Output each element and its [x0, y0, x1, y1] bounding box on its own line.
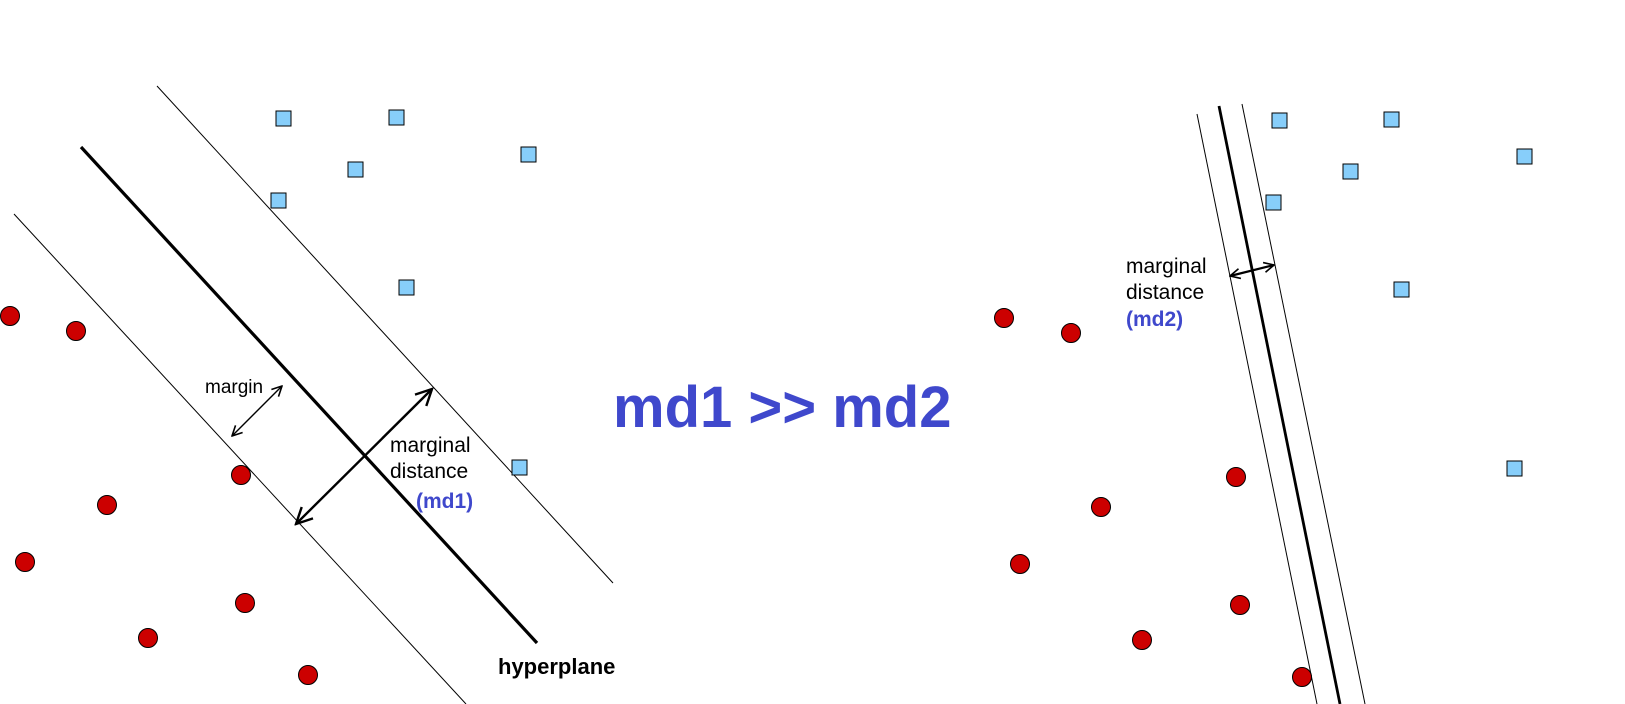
left-panel: margin marginal distance (md1) hyperplan… — [0, 85, 615, 704]
right-circle-point — [994, 308, 1014, 328]
left-circle-point — [66, 321, 86, 341]
comparison-text: md1 >> md2 — [613, 375, 951, 440]
left-square-point — [520, 146, 537, 163]
right-margin-boundary-left — [1196, 113, 1318, 704]
right-circle-point — [1292, 667, 1312, 687]
left-circle-point — [138, 628, 158, 648]
left-circle-point — [97, 495, 117, 515]
left-hyperplane-line — [79, 145, 539, 645]
left-square-point — [275, 110, 292, 127]
left-margin-label: margin — [205, 377, 263, 398]
right-marginal-distance-arrow — [1230, 265, 1274, 276]
left-circle-point — [15, 552, 35, 572]
right-square-point — [1265, 194, 1282, 211]
hyperplane-label: hyperplane — [498, 654, 615, 679]
right-circle-point — [1091, 497, 1111, 517]
left-marginal-distance-arrow — [296, 389, 432, 524]
right-circle-point — [1230, 595, 1250, 615]
left-square-point — [347, 161, 364, 178]
left-square-point — [398, 279, 415, 296]
right-square-point — [1506, 460, 1523, 477]
left-square-point — [388, 109, 405, 126]
right-circle-point — [1226, 467, 1246, 487]
left-square-point — [511, 459, 528, 476]
right-square-point — [1383, 111, 1400, 128]
right-circle-point — [1132, 630, 1152, 650]
right-marginal-label-line1: marginal — [1126, 255, 1207, 278]
left-square-point — [270, 192, 287, 209]
left-marginal-label-line1: marginal — [390, 434, 471, 457]
right-md-tag: (md2) — [1126, 308, 1183, 331]
left-circles — [0, 306, 318, 685]
right-square-point — [1393, 281, 1410, 298]
right-marginal-label-line2: distance — [1126, 281, 1204, 304]
left-margin-arrow — [232, 386, 282, 436]
left-circle-point — [231, 465, 251, 485]
right-circle-point — [1061, 323, 1081, 343]
right-hyperplane-line — [1217, 105, 1342, 704]
left-md-tag: (md1) — [416, 490, 473, 513]
right-circle-point — [1010, 554, 1030, 574]
left-margin-boundary-upper — [156, 85, 614, 584]
right-squares — [1265, 111, 1533, 477]
left-circle-point — [235, 593, 255, 613]
right-circles — [994, 308, 1312, 687]
right-square-point — [1342, 163, 1359, 180]
right-margin-boundary-right — [1241, 103, 1366, 704]
left-margin-boundary-lower — [13, 213, 467, 704]
right-square-point — [1516, 148, 1533, 165]
left-circle-point — [298, 665, 318, 685]
right-square-point — [1271, 112, 1288, 129]
right-panel: marginal distance (md2) — [994, 103, 1533, 704]
left-marginal-label-line2: distance — [390, 460, 468, 483]
left-squares — [270, 109, 537, 476]
left-circle-point — [0, 306, 20, 326]
